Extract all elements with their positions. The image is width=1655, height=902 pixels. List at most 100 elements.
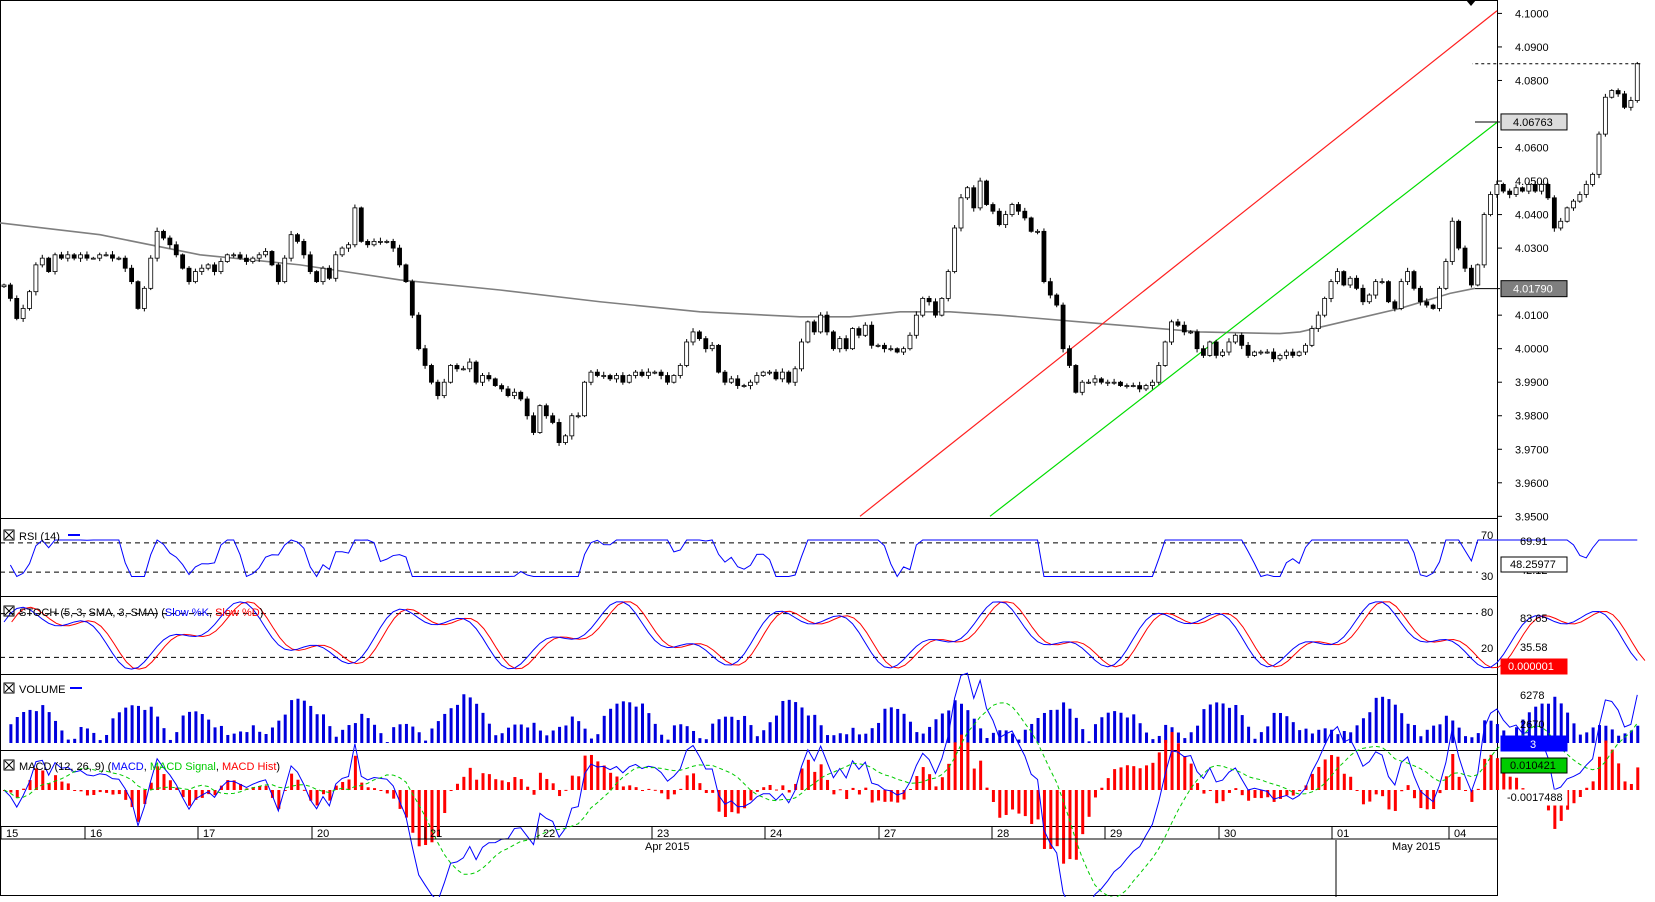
volume-bar xyxy=(838,733,842,743)
volume-level-upper: 6278 xyxy=(1520,690,1544,702)
volume-bar xyxy=(353,723,357,743)
volume-bar xyxy=(1068,708,1072,743)
close-volume-icon[interactable] xyxy=(3,682,15,694)
volume-bar xyxy=(494,735,498,743)
candle-body xyxy=(792,368,798,383)
macd-hist-bar xyxy=(1604,740,1608,790)
candle-body xyxy=(397,247,402,266)
macd-series-label: MACD xyxy=(111,761,143,773)
day-label: 20 xyxy=(317,828,329,840)
macd-hist-bar xyxy=(1553,790,1557,829)
candle-body xyxy=(480,375,485,383)
volume-bar xyxy=(270,727,274,743)
macd-hist-bar xyxy=(1515,777,1519,790)
candle-body xyxy=(1405,271,1410,283)
macd-hist-bar xyxy=(1598,756,1601,790)
macd-hist-bar xyxy=(385,790,389,794)
channel-lower-line[interactable] xyxy=(989,121,1498,517)
candle-body xyxy=(1417,287,1423,303)
candle-body xyxy=(141,287,147,309)
time-axis: 15 16 17 20 21 22 23 24 27 28 29 30 01 04 Apr 2015 May … xyxy=(0,827,1497,897)
candle-body xyxy=(1564,207,1570,222)
candle-body xyxy=(563,435,568,443)
candle-body xyxy=(282,257,288,283)
volume-bar xyxy=(1304,728,1308,743)
close-rsi-icon[interactable] xyxy=(3,529,15,541)
volume-bar xyxy=(1023,729,1027,743)
macd-hist-bar xyxy=(634,787,638,790)
candle-body xyxy=(1526,184,1532,192)
month-label: Apr 2015 xyxy=(645,841,690,853)
macd-hist-bar xyxy=(213,790,217,796)
macd-hist-bar xyxy=(564,789,568,791)
volume-bar xyxy=(79,726,83,743)
volume-bar xyxy=(156,716,160,743)
macd-line xyxy=(3,672,1638,902)
volume-bar xyxy=(277,720,281,743)
channel-upper-line[interactable] xyxy=(859,10,1498,517)
candle-body xyxy=(620,375,626,383)
macd-hist-bar xyxy=(532,790,536,795)
volume-bar xyxy=(328,726,332,743)
candle-body xyxy=(1022,210,1028,219)
macd-hist-bar xyxy=(660,790,664,794)
candle-body xyxy=(333,254,339,279)
close-stoch-icon[interactable] xyxy=(3,605,15,617)
candle-body xyxy=(346,244,351,249)
macd-hist-bar xyxy=(526,786,530,790)
candle-body xyxy=(1245,344,1251,356)
stoch-sep: , xyxy=(209,607,215,619)
candle-body xyxy=(831,331,836,350)
candle-body xyxy=(869,324,875,346)
candle-body xyxy=(352,207,358,246)
macd-hist-bar xyxy=(1259,790,1263,799)
macd-hist-bar xyxy=(589,754,593,790)
candle-body xyxy=(1194,331,1200,350)
volume-bar xyxy=(136,705,140,743)
volume-bar xyxy=(743,715,747,743)
candle-body xyxy=(1162,341,1168,366)
close-macd-icon[interactable] xyxy=(3,759,15,771)
volume-bar xyxy=(1087,741,1091,743)
macd-hist-bar xyxy=(672,790,676,795)
macd-hist-bar xyxy=(15,790,19,798)
volume-bar xyxy=(302,700,306,743)
macd-hist-bar xyxy=(487,774,491,790)
volume-bar xyxy=(819,725,823,743)
candle-body xyxy=(65,254,71,259)
macd-hist-bar xyxy=(1374,790,1378,795)
candle-body xyxy=(231,254,237,257)
volume-bar xyxy=(1444,715,1448,743)
macd-hist-bar xyxy=(219,785,223,790)
scroll-marker-icon[interactable] xyxy=(1466,0,1476,6)
candle-body xyxy=(378,240,383,243)
candle-body xyxy=(454,365,460,370)
volume-bar xyxy=(711,723,715,743)
macd-hist-bar xyxy=(1317,766,1321,790)
volume-bar xyxy=(1400,713,1404,743)
volume-bar xyxy=(1342,731,1346,743)
macd-hist-bar xyxy=(328,790,332,801)
candle-body xyxy=(244,257,249,262)
volume-bar xyxy=(1317,729,1321,743)
candle-body xyxy=(1156,365,1162,383)
macd-hist-bar xyxy=(1055,790,1059,847)
macd-hist-bar xyxy=(124,790,128,800)
volume-bar xyxy=(47,712,51,743)
candle-body xyxy=(850,328,855,350)
macd-hist-bar xyxy=(1253,790,1257,798)
volume-bar xyxy=(558,726,562,743)
volume-label: VOLUME xyxy=(19,684,65,696)
candle-body xyxy=(460,368,466,371)
macd-hist-bar xyxy=(360,782,364,790)
volume-bar xyxy=(826,735,830,743)
macd-hist-bar xyxy=(462,776,466,790)
candle-body xyxy=(365,240,371,246)
volume-bar xyxy=(1527,712,1531,743)
macd-hist-bar xyxy=(494,779,498,790)
candle-body xyxy=(1328,281,1334,299)
close-stoch-x-icon xyxy=(4,606,14,616)
day-label: 27 xyxy=(884,828,896,840)
candle-body xyxy=(1596,133,1602,175)
